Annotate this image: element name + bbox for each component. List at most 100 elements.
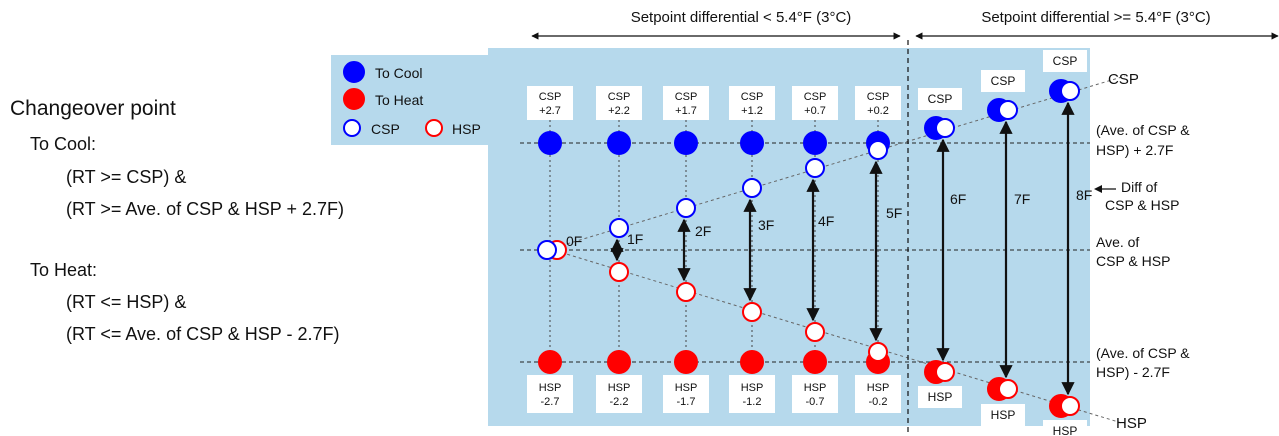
csp-offset-box-4 (792, 86, 838, 120)
to-cool-dot-3 (740, 131, 764, 155)
to-cool-dot-1 (607, 131, 631, 155)
csp-offset-box-3 (729, 86, 775, 120)
csp-marker-1 (609, 218, 629, 238)
average-label-2: CSP & HSP (1096, 253, 1170, 269)
hsp-marker-1 (609, 262, 629, 282)
hsp-offset-value-0: -2.7 (541, 396, 560, 408)
heat-condition-2: (RT <= Ave. of CSP & HSP - 2.7F) (66, 324, 340, 344)
hsp-offset-box-1 (596, 375, 642, 413)
csp-offset-value-5: +0.2 (867, 105, 889, 117)
hsp-offset-label-3: HSP (741, 382, 764, 394)
legend-heat-dot (343, 88, 365, 110)
csp-marker-r1 (998, 100, 1018, 120)
csp-marker-2 (676, 198, 696, 218)
cool-condition-1: (RT >= CSP) & (66, 167, 187, 187)
legend-csp-marker (343, 119, 361, 137)
hsp-offset-value-5: -0.2 (869, 396, 888, 408)
diff-note-label-1: Diff of (1121, 179, 1157, 195)
csp-offset-value-0: +2.7 (539, 105, 561, 117)
csp-right-label-0: CSP (928, 92, 953, 106)
csp-marker-r0 (935, 118, 955, 138)
csp-line-label: CSP (1108, 71, 1139, 88)
hsp-right-box-2 (1043, 420, 1087, 436)
hsp-offset-box-2 (663, 375, 709, 413)
heat-heading: To Heat: (30, 260, 98, 280)
hsp-offset-box-3 (729, 375, 775, 413)
hsp-offset-value-4: -0.7 (806, 396, 825, 408)
csp-offset-label-0: CSP (539, 91, 562, 103)
diff-label-6: 6F (950, 191, 966, 207)
csp-offset-label-1: CSP (608, 91, 631, 103)
average-label-1: Ave. of (1096, 234, 1139, 250)
csp-offset-value-1: +2.2 (608, 105, 630, 117)
to-cool-dot-0 (538, 131, 562, 155)
csp-offset-value-3: +1.2 (741, 105, 763, 117)
csp-offset-label-5: CSP (867, 91, 890, 103)
hsp-offset-label-5: HSP (867, 382, 890, 394)
csp-offset-box-5 (855, 86, 901, 120)
diff-label-4: 4F (818, 213, 834, 229)
csp-trend-line (549, 75, 1126, 250)
csp-offset-value-2: +1.7 (675, 105, 697, 117)
hsp-offset-label-0: HSP (539, 382, 562, 394)
hsp-right-box-0 (918, 386, 962, 408)
hsp-marker-4 (805, 322, 825, 342)
csp-offset-box-2 (663, 86, 709, 120)
diff-label-2: 2F (695, 223, 711, 239)
heat-condition-1: (RT <= HSP) & (66, 292, 187, 312)
changeover-title: Changeover point (10, 97, 176, 120)
csp-marker-r2 (1060, 81, 1080, 101)
csp-offset-label-4: CSP (804, 91, 827, 103)
hsp-right-label-0: HSP (928, 390, 953, 404)
hsp-offset-value-1: -2.2 (610, 396, 629, 408)
hsp-trend-line (549, 248, 1126, 425)
csp-right-box-2 (1043, 50, 1087, 72)
csp-marker-3 (742, 178, 762, 198)
to-cool-dot-2 (674, 131, 698, 155)
legend-cool-dot (343, 61, 365, 83)
differential-large-label: Setpoint differential >= 5.4°F (3°C) (981, 9, 1210, 26)
hsp-offset-value-2: -1.7 (677, 396, 696, 408)
diff-label-1: 1F (627, 231, 643, 247)
hsp-offset-label-1: HSP (608, 382, 631, 394)
csp-right-box-1 (981, 70, 1025, 92)
diff-label-5: 5F (886, 205, 902, 221)
csp-marker-0 (537, 240, 557, 260)
diff-label-8: 8F (1076, 187, 1092, 203)
csp-offset-box-1 (596, 86, 642, 120)
hsp-right-box-1 (981, 404, 1025, 426)
csp-marker-5 (868, 140, 888, 160)
upper-limit-label-1: (Ave. of CSP & (1096, 122, 1190, 138)
legend-hsp-label: HSP (452, 121, 481, 137)
legend-csp-label: CSP (371, 121, 400, 137)
diff-label-0: 0F (566, 233, 582, 249)
hsp-right-label-1: HSP (991, 408, 1016, 422)
lower-limit-label-2: HSP) - 2.7F (1096, 364, 1170, 380)
to-heat-dot-2 (674, 350, 698, 374)
to-cool-dot-4 (803, 131, 827, 155)
hsp-marker-5 (868, 342, 888, 362)
diff-label-3: 3F (758, 217, 774, 233)
hsp-offset-box-0 (527, 375, 573, 413)
upper-limit-label-2: HSP) + 2.7F (1096, 142, 1173, 158)
csp-right-label-1: CSP (991, 74, 1016, 88)
hsp-offset-box-4 (792, 375, 838, 413)
csp-right-box-0 (918, 88, 962, 110)
hsp-right-label-2: HSP (1053, 424, 1078, 436)
legend-hsp-marker (425, 119, 443, 137)
to-heat-dot-1 (607, 350, 631, 374)
cool-condition-2: (RT >= Ave. of CSP & HSP + 2.7F) (66, 199, 344, 219)
hsp-offset-box-5 (855, 375, 901, 413)
csp-marker-4 (805, 158, 825, 178)
to-heat-dot-4 (803, 350, 827, 374)
hsp-marker-2 (676, 282, 696, 302)
hsp-offset-label-2: HSP (675, 382, 698, 394)
csp-offset-box-0 (527, 86, 573, 120)
diff-label-7: 7F (1014, 191, 1030, 207)
diff-annotation-arrowhead (1094, 185, 1102, 193)
lower-limit-label-1: (Ave. of CSP & (1096, 345, 1190, 361)
csp-offset-label-3: CSP (741, 91, 764, 103)
hsp-marker-r0 (935, 362, 955, 382)
cool-heading: To Cool: (30, 134, 97, 154)
